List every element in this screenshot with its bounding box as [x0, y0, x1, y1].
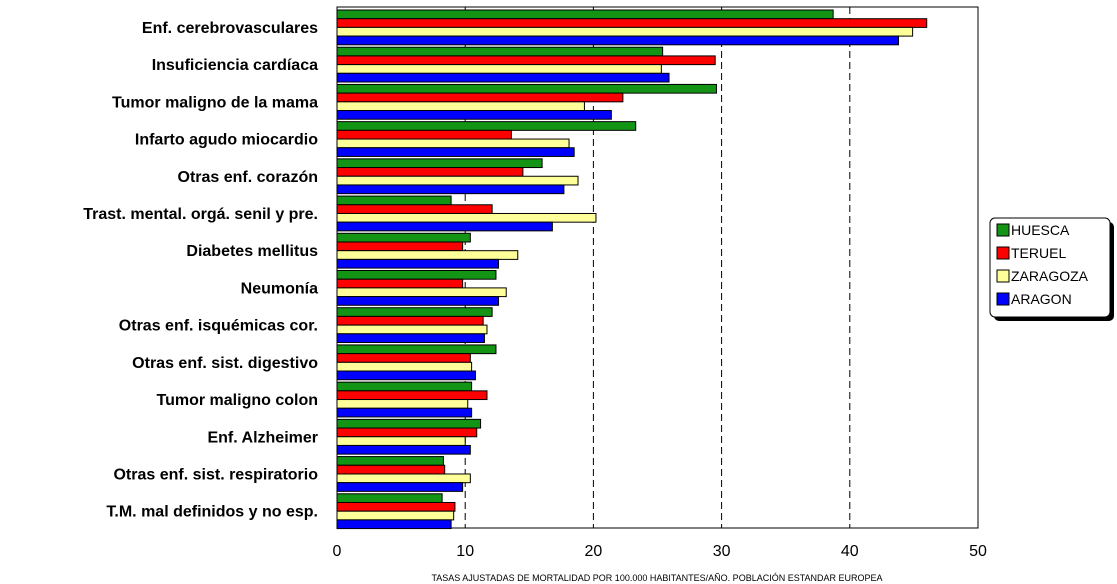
x-tick-label: 10 [456, 543, 474, 560]
bar-huesca [336, 232, 471, 243]
legend-label: ARAGON [1011, 291, 1072, 307]
bar-zaragoza [336, 250, 519, 260]
bar-zaragoza [336, 138, 570, 149]
category-label: Otras enf. corazón [178, 169, 318, 186]
bar-huesca [336, 418, 482, 429]
category-label: Infarto agudo miocardio [135, 132, 318, 149]
bar-aragon [336, 35, 900, 46]
bar-zaragoza [336, 175, 579, 186]
bar-zaragoza [336, 101, 585, 112]
bar-aragon [336, 407, 473, 418]
bar-teruel [336, 353, 471, 363]
legend: HUESCA TERUEL ZARAGOZA ARAGON [989, 217, 1114, 321]
bar-huesca [336, 195, 452, 206]
bar-aragon [336, 110, 612, 120]
x-tick-label: 30 [713, 543, 731, 560]
bar-aragon [336, 333, 485, 344]
category-label: Neumonía [241, 280, 318, 297]
legend-label: HUESCA [1011, 222, 1070, 238]
bar-teruel [336, 427, 478, 438]
bar-teruel [336, 55, 716, 66]
legend-box [989, 217, 1111, 318]
bar-aragon [336, 519, 452, 530]
bar-teruel [336, 18, 928, 28]
category-label: Insuficiencia cardíaca [152, 57, 318, 74]
legend-swatch [996, 292, 1010, 306]
category-label: Enf. Alzheimer [207, 429, 318, 446]
bar-zaragoza [336, 473, 471, 484]
bar-huesca [336, 344, 497, 355]
bar-huesca [336, 9, 834, 20]
bar-zaragoza [336, 26, 914, 37]
x-axis-title: TASAS AJUSTADAS DE MORTALIDAD POR 100.00… [431, 573, 882, 583]
category-label: Otras enf. sist. respiratorio [113, 466, 318, 483]
bar-teruel [336, 241, 464, 252]
bar-huesca [336, 493, 443, 503]
legend-swatch [996, 223, 1010, 237]
bar-zaragoza [336, 510, 455, 521]
bar-huesca [336, 307, 493, 317]
legend-swatch [996, 246, 1010, 260]
legend-label: ZARAGOZA [1011, 268, 1089, 284]
bar-aragon [336, 72, 670, 83]
bar-teruel [336, 390, 488, 401]
category-label: Otras enf. isquémicas cor. [119, 318, 318, 335]
bar-zaragoza [336, 287, 507, 298]
bar-teruel [336, 129, 512, 140]
bar-aragon [336, 296, 500, 306]
bar-teruel [336, 315, 484, 326]
category-labels: Enf. cerebrovasculares Insuficiencia card… [83, 20, 318, 521]
bar-huesca [336, 456, 444, 466]
x-tick-label: 50 [969, 543, 987, 560]
bar-huesca [336, 270, 497, 280]
bar-aragon [336, 482, 464, 492]
bar-aragon [336, 444, 471, 455]
bar-zaragoza [336, 64, 662, 74]
category-label: T.M. mal definidos y no esp. [106, 504, 318, 521]
category-label: Trast. mental. orgá. senil y pre. [83, 206, 318, 223]
bar-teruel [336, 92, 624, 103]
bar-teruel [336, 204, 493, 214]
bars [336, 9, 928, 530]
bar-aragon [336, 184, 565, 195]
bar-aragon [336, 147, 575, 157]
legend-swatch [996, 269, 1010, 283]
bar-teruel [336, 464, 446, 475]
bar-teruel [336, 167, 524, 177]
bar-teruel [336, 278, 464, 289]
legend-label: TERUEL [1011, 245, 1066, 261]
category-label: Diabetes mellitus [186, 243, 318, 260]
category-label: Tumor maligno colon [157, 392, 318, 409]
bar-zaragoza [336, 436, 466, 446]
bar-huesca [336, 158, 543, 169]
bar-aragon [336, 221, 553, 232]
category-label: Otras enf. sist. digestivo [132, 355, 318, 372]
bar-zaragoza [336, 212, 597, 223]
x-tick-label: 20 [585, 543, 603, 560]
category-label: Enf. cerebrovasculares [142, 20, 318, 37]
bar-aragon [336, 258, 500, 269]
bar-huesca [336, 381, 473, 392]
x-tick-label: 0 [333, 543, 342, 560]
x-tick-label: 40 [841, 543, 859, 560]
bar-huesca [336, 46, 664, 57]
bar-zaragoza [336, 399, 469, 409]
category-label: Tumor maligno de la mama [112, 94, 318, 111]
bar-aragon [336, 370, 476, 381]
bar-zaragoza [336, 361, 473, 372]
bar-huesca [336, 83, 717, 94]
bar-teruel [336, 501, 456, 512]
bar-huesca [336, 121, 637, 131]
bar-zaragoza [336, 324, 488, 335]
x-tick-labels: 0 10 20 30 40 50 [333, 543, 987, 560]
